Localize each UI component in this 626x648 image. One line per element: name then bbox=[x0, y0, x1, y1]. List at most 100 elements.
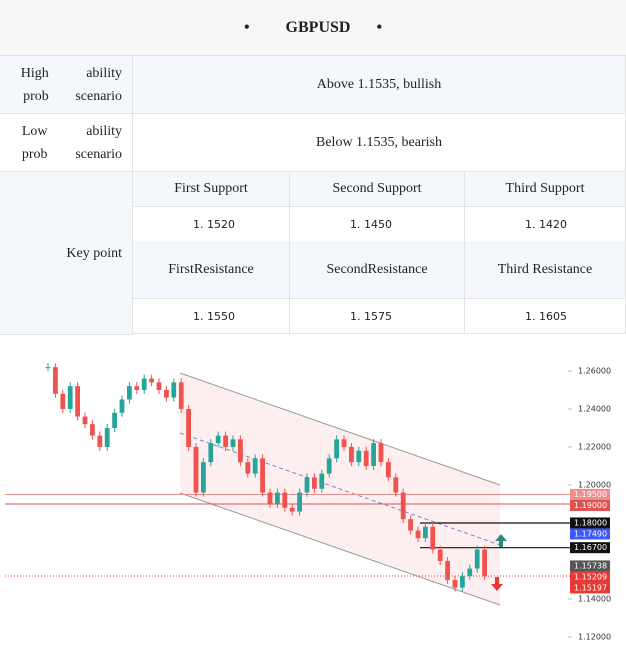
chart: 1.26000 1.24000 1.22000 1.20000 1.14000 1.120… bbox=[5, 351, 626, 648]
candle bbox=[112, 412, 117, 428]
candle bbox=[230, 439, 236, 447]
point-value: 1. 1550 bbox=[133, 299, 290, 334]
text-line: Resistance bbox=[367, 261, 428, 277]
candle bbox=[186, 408, 191, 447]
candle bbox=[349, 446, 354, 463]
candle bbox=[482, 549, 487, 577]
price-tag-label: 1.18000 bbox=[574, 518, 607, 527]
price-tag bbox=[570, 582, 610, 594]
candle bbox=[467, 568, 473, 577]
candle bbox=[267, 492, 273, 504]
y-tick-label: 1.22000 bbox=[578, 442, 611, 451]
candle bbox=[90, 424, 95, 436]
candle bbox=[119, 399, 125, 413]
title: GBPUSD bbox=[285, 18, 351, 36]
candle bbox=[127, 386, 132, 400]
candle bbox=[430, 526, 436, 550]
candle bbox=[53, 367, 58, 394]
candle bbox=[245, 462, 251, 474]
candle bbox=[149, 378, 154, 383]
text-line: ability scenario bbox=[75, 123, 122, 162]
candle bbox=[178, 382, 184, 409]
candle bbox=[97, 435, 103, 447]
point-name: First Support bbox=[133, 172, 290, 207]
y-tick-label: 1.20000 bbox=[578, 480, 611, 489]
price-tag-label: 1.15738 bbox=[574, 561, 607, 570]
price-tag bbox=[570, 488, 610, 500]
row-label: Key point bbox=[0, 172, 133, 335]
candle bbox=[238, 439, 243, 463]
candle bbox=[75, 386, 80, 417]
candle bbox=[460, 576, 465, 588]
point-value: 1. 1605 bbox=[465, 299, 626, 334]
candle bbox=[304, 477, 310, 493]
text-line: Resistance bbox=[193, 261, 254, 277]
candle bbox=[319, 473, 325, 489]
candle bbox=[356, 450, 362, 463]
candle bbox=[104, 427, 110, 447]
candle bbox=[141, 378, 147, 390]
candle bbox=[171, 382, 177, 398]
point-value: 1. 1520 bbox=[133, 207, 290, 242]
candle bbox=[452, 579, 458, 588]
price-tag-label: 1.19000 bbox=[574, 501, 607, 510]
candle bbox=[371, 443, 376, 466]
candle bbox=[252, 458, 258, 474]
candle bbox=[164, 389, 169, 398]
point-value: 1. 1420 bbox=[465, 207, 626, 242]
price-tag bbox=[570, 560, 610, 572]
channel-upper bbox=[179, 372, 501, 486]
candle bbox=[445, 560, 450, 580]
row-value: Above 1.1535, bullish bbox=[133, 56, 626, 114]
candle bbox=[423, 526, 428, 539]
candle bbox=[67, 386, 73, 409]
candle bbox=[289, 507, 295, 512]
channel-lower bbox=[179, 492, 501, 606]
y-tick-label: 1.26000 bbox=[578, 366, 611, 375]
price-tag bbox=[570, 528, 610, 540]
price-tag bbox=[570, 517, 610, 529]
channel-mid bbox=[179, 432, 501, 546]
text-line: Second Support bbox=[332, 181, 422, 196]
candle bbox=[297, 492, 302, 512]
text-line: Low prob bbox=[21, 123, 48, 162]
candle bbox=[193, 446, 199, 493]
candle bbox=[45, 367, 51, 369]
candle bbox=[341, 439, 347, 447]
y-tick-label: 1.12000 bbox=[578, 632, 611, 641]
candle bbox=[386, 462, 391, 478]
candle bbox=[82, 416, 88, 425]
candle bbox=[260, 458, 265, 493]
candle bbox=[201, 462, 206, 493]
y-tick-label: 1.24000 bbox=[578, 404, 611, 413]
candle bbox=[156, 382, 162, 390]
candle bbox=[363, 450, 369, 466]
row-label: High prob ability scenario bbox=[0, 56, 133, 114]
text-line: Second bbox=[326, 261, 368, 277]
candle bbox=[208, 443, 214, 463]
text-line: ability scenario bbox=[75, 65, 122, 104]
point-name: Third Resistan ce bbox=[465, 241, 626, 299]
up-arrow bbox=[495, 534, 507, 547]
candle bbox=[134, 386, 140, 390]
price-tag-label: 1.19500 bbox=[574, 490, 607, 499]
candle bbox=[60, 393, 66, 409]
text-line: Third Resistan bbox=[497, 261, 580, 277]
y-tick-label: 1.14000 bbox=[578, 594, 611, 603]
text-line: First bbox=[168, 261, 194, 277]
candle bbox=[400, 492, 406, 520]
point-name: Second Support bbox=[290, 172, 465, 207]
point-name: Third Support bbox=[465, 172, 626, 207]
text-line: Third Support bbox=[505, 181, 585, 196]
price-tag-label: 1.17490 bbox=[574, 529, 607, 538]
candle bbox=[282, 492, 288, 508]
candle bbox=[312, 477, 317, 489]
row-value: Below 1.1535, bearish bbox=[133, 114, 626, 172]
point-name: Second Resistance bbox=[290, 241, 465, 299]
candle bbox=[415, 530, 421, 539]
price-tag-label: 1.15197 bbox=[574, 583, 607, 592]
text-line: High prob bbox=[20, 65, 49, 104]
down-arrow bbox=[491, 577, 503, 591]
candle bbox=[326, 458, 332, 474]
